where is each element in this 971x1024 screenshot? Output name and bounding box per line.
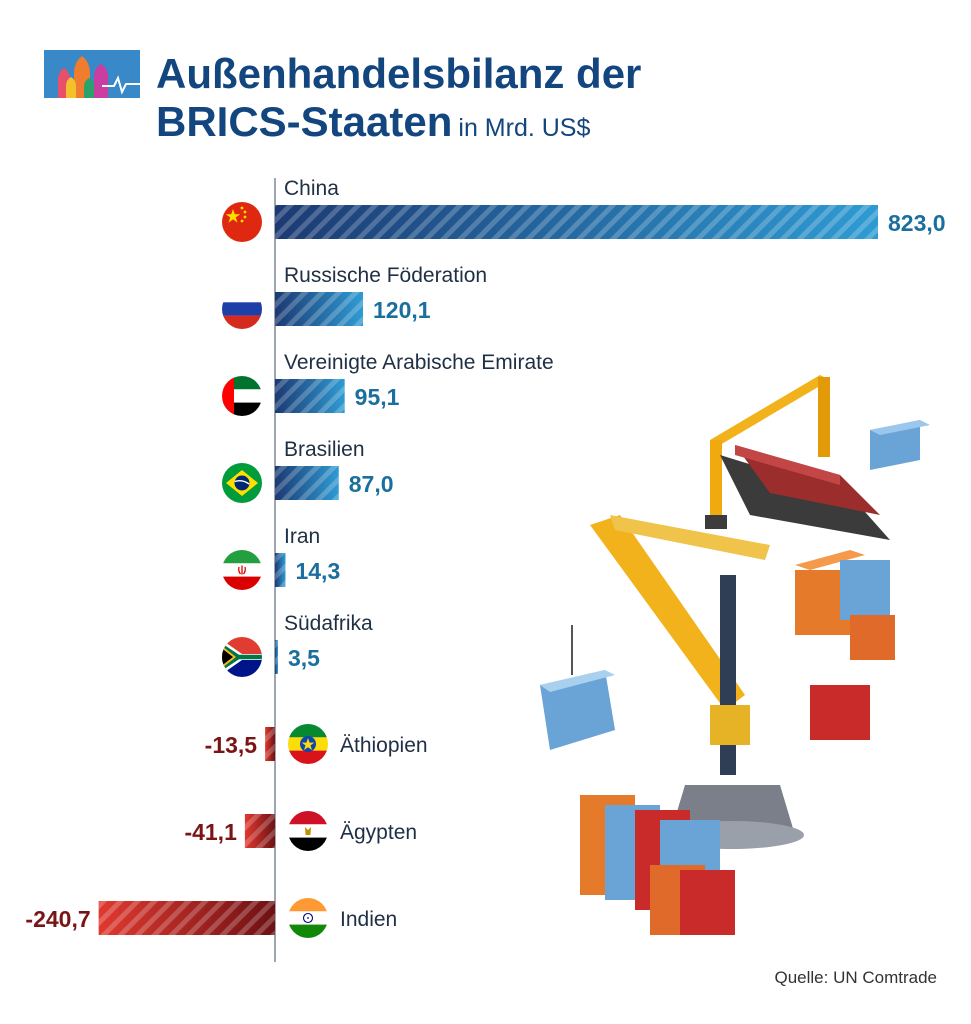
bar-stripes-athiopien <box>265 727 275 761</box>
iran-flag-icon <box>222 550 262 590</box>
category-label-iran: Iran <box>284 525 320 548</box>
bar-stripes-china <box>275 205 878 239</box>
bar-stripes-vereinigte-arabische-emirate <box>275 379 345 413</box>
value-label-agypten: -41,1 <box>184 819 237 845</box>
page-title: Außenhandelsbilanz der BRICS-Staaten in M… <box>156 50 641 152</box>
brics-logo-icon <box>44 50 140 98</box>
container-stack-icon-bottom <box>580 795 735 935</box>
title-line-1: Außenhandelsbilanz der <box>156 50 642 97</box>
container-icon-top <box>870 420 930 470</box>
category-label-vereinigte-arabische-emirate: Vereinigte Arabische Emirate <box>284 351 554 374</box>
south-africa-flag-icon <box>222 637 262 677</box>
bar-row-brasilien: Brasilien 87,0 <box>222 438 394 503</box>
category-label-indien: Indien <box>340 908 397 931</box>
port-illustration <box>540 375 930 935</box>
bar-row-russische-foderation: Russische Föderation 120,1 <box>222 264 487 329</box>
bar-stripes-indien <box>98 901 276 935</box>
bar-row-indien: Indien -240,7 <box>25 898 397 938</box>
title-line-2: BRICS-Staaten <box>156 98 453 145</box>
bar-row-agypten: Ägypten -41,1 <box>184 811 417 851</box>
category-label-sudafrika: Südafrika <box>284 612 373 635</box>
bar-stripes-sudafrika <box>275 640 278 674</box>
category-label-china: China <box>284 177 339 200</box>
value-label-sudafrika: 3,5 <box>288 645 320 671</box>
value-label-vereinigte-arabische-emirate: 95,1 <box>355 384 400 410</box>
value-label-indien: -240,7 <box>25 906 90 932</box>
bar-row-sudafrika: Südafrika 3,5 <box>222 612 373 677</box>
value-label-china: 823,0 <box>888 210 946 236</box>
value-label-iran: 14,3 <box>295 558 340 584</box>
value-label-russische-foderation: 120,1 <box>373 297 431 323</box>
category-label-agypten: Ägypten <box>340 821 417 844</box>
ethiopia-flag-icon <box>288 724 328 764</box>
bar-stripes-agypten <box>244 814 275 848</box>
bar-row-athiopien: Äthiopien -13,5 <box>205 724 428 764</box>
container-stack-icon-right <box>795 550 895 740</box>
bar-stripes-russische-foderation <box>275 292 363 326</box>
value-label-athiopien: -13,5 <box>205 732 258 758</box>
bar-stripes-iran <box>275 553 286 587</box>
container-icon-hanging <box>540 670 615 750</box>
gantry-crane-icon <box>705 375 890 540</box>
bar-row-vereinigte-arabische-emirate: Vereinigte Arabische Emirate 95,1 <box>222 351 554 416</box>
india-flag-icon <box>288 898 328 938</box>
source-note: Quelle: UN Comtrade <box>774 968 937 987</box>
category-label-brasilien: Brasilien <box>284 438 365 461</box>
uae-flag-icon <box>222 376 262 416</box>
value-label-brasilien: 87,0 <box>349 471 394 497</box>
egypt-flag-icon <box>288 811 328 851</box>
russia-flag-icon <box>222 289 262 329</box>
unit-label: in Mrd. US$ <box>458 114 591 142</box>
bar-row-iran: Iran 14,3 <box>222 525 340 590</box>
china-flag-icon <box>222 202 262 242</box>
bar-row-china: China 823,0 <box>222 177 946 242</box>
bar-stripes-brasilien <box>275 466 339 500</box>
brazil-flag-icon <box>222 463 262 503</box>
category-label-russische-foderation: Russische Föderation <box>284 264 487 287</box>
category-label-athiopien: Äthiopien <box>340 734 428 757</box>
